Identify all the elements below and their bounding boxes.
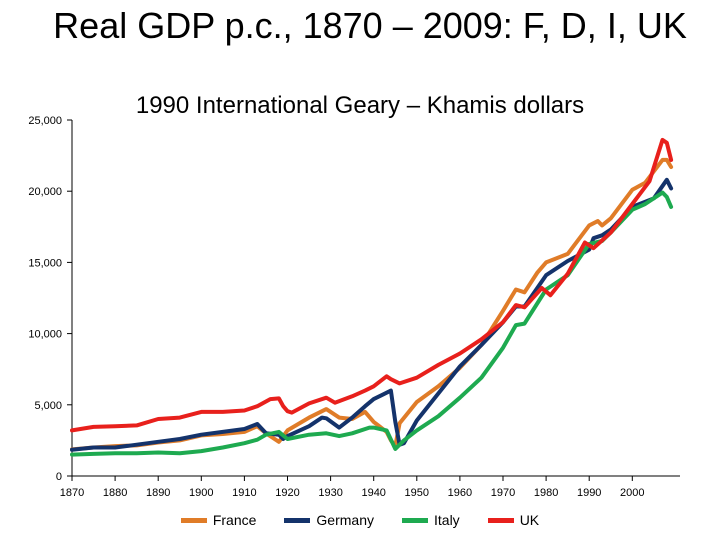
chart-title: Real GDP p.c., 1870 – 2009: F, D, I, UK <box>53 5 687 46</box>
x-tick-label: 1990 <box>577 487 601 499</box>
y-tick-label: 25,000 <box>28 115 62 127</box>
legend-label: France <box>212 512 257 528</box>
legend-label: Germany <box>316 512 374 528</box>
legend-item-germany: Germany <box>284 512 374 528</box>
y-tick-label: 15,000 <box>28 257 62 269</box>
series-line-italy <box>70 190 674 457</box>
series-line-germany <box>70 177 674 452</box>
x-tick-label: 1920 <box>275 487 299 499</box>
x-tick-label: 1930 <box>318 487 342 499</box>
x-tick-label: 1900 <box>189 487 213 499</box>
legend-label: Italy <box>434 512 460 528</box>
legend-swatch <box>284 517 311 523</box>
x-tick-label: 1970 <box>491 487 515 499</box>
series-lines <box>70 137 674 457</box>
y-tick-label: 20,000 <box>28 186 62 198</box>
legend-item-uk: UK <box>487 512 540 528</box>
series-line-uk <box>70 137 674 433</box>
x-tick-label: 1960 <box>448 487 472 499</box>
x-tick-label: 1870 <box>60 487 84 499</box>
y-tick-label: 5,000 <box>34 400 62 412</box>
x-tick-label: 1940 <box>361 487 385 499</box>
legend-swatch <box>180 517 207 523</box>
legend-item-italy: Italy <box>402 512 460 528</box>
legend-swatch <box>487 517 514 523</box>
series-line-france <box>70 157 674 452</box>
x-tick-label: 1890 <box>146 487 170 499</box>
y-tick-label: 10,000 <box>28 329 62 341</box>
legend-label: UK <box>519 512 540 528</box>
x-tick-label: 2000 <box>620 487 644 499</box>
x-tick-label: 1950 <box>405 487 429 499</box>
axes: 0 5,000 10,000 15,000 20,000 25,000 1870 1880 18… <box>28 115 680 499</box>
chart-subtitle: 1990 International Geary – Khamis dollar… <box>135 92 585 119</box>
x-tick-label: 1880 <box>103 487 127 499</box>
x-tick-label: 1980 <box>534 487 558 499</box>
x-tick-label: 1910 <box>232 487 256 499</box>
legend-swatch <box>402 517 428 523</box>
legend: France Germany Italy UK <box>0 512 720 528</box>
legend-item-france: France <box>180 512 257 528</box>
y-tick-label: 0 <box>56 471 62 483</box>
